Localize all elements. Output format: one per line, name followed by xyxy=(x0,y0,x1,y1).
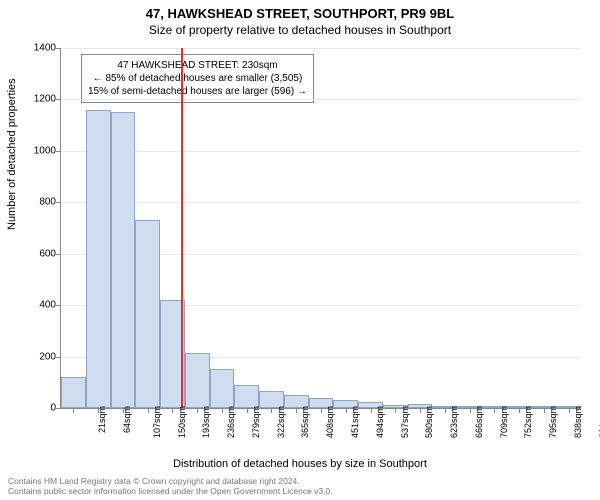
x-tick-label: 494sqm xyxy=(375,406,385,438)
annotation-line1: 47 HAWKSHEAD STREET: 230sqm xyxy=(88,59,307,72)
gridline xyxy=(61,48,581,49)
y-tick xyxy=(56,254,61,255)
y-tick-label: 0 xyxy=(26,403,56,414)
y-tick-label: 600 xyxy=(26,248,56,259)
x-tick-label: 408sqm xyxy=(325,406,335,438)
gridline xyxy=(61,151,581,152)
y-tick xyxy=(56,408,61,409)
title-address: 47, HAWKSHEAD STREET, SOUTHPORT, PR9 9BL xyxy=(0,0,600,21)
x-tick-label: 709sqm xyxy=(499,406,509,438)
y-tick xyxy=(56,99,61,100)
x-tick xyxy=(271,408,272,413)
x-tick xyxy=(172,408,173,413)
x-tick xyxy=(296,408,297,413)
marker-line xyxy=(181,48,183,408)
x-tick-label: 580sqm xyxy=(424,406,434,438)
footer: Contains HM Land Registry data © Crown c… xyxy=(8,476,592,496)
x-tick-label: 322sqm xyxy=(276,406,286,438)
footer-line2: Contains public sector information licen… xyxy=(8,486,592,496)
y-tick xyxy=(56,202,61,203)
x-axis-label: Distribution of detached houses by size … xyxy=(0,458,600,470)
annotation-box: 47 HAWKSHEAD STREET: 230sqm ← 85% of det… xyxy=(81,54,314,103)
plot-area: 47 HAWKSHEAD STREET: 230sqm ← 85% of det… xyxy=(60,48,581,409)
x-tick-label: 451sqm xyxy=(350,406,360,438)
y-tick xyxy=(56,151,61,152)
x-tick-label: 365sqm xyxy=(301,406,311,438)
gridline xyxy=(61,202,581,203)
x-tick xyxy=(569,408,570,413)
x-tick xyxy=(197,408,198,413)
y-tick-label: 1000 xyxy=(26,145,56,156)
x-tick xyxy=(321,408,322,413)
x-tick xyxy=(371,408,372,413)
x-tick-label: 623sqm xyxy=(449,406,459,438)
x-tick-label: 838sqm xyxy=(573,406,583,438)
x-tick xyxy=(395,408,396,413)
x-tick xyxy=(123,408,124,413)
x-tick-label: 236sqm xyxy=(226,406,236,438)
x-tick xyxy=(420,408,421,413)
annotation-line3: 15% of semi-detached houses are larger (… xyxy=(88,85,307,98)
histogram-bar xyxy=(210,369,235,408)
histogram-bar xyxy=(86,110,111,408)
x-tick xyxy=(544,408,545,413)
histogram-bar xyxy=(61,377,86,408)
y-tick xyxy=(56,357,61,358)
histogram-bar xyxy=(111,112,136,408)
y-tick-label: 1400 xyxy=(26,43,56,54)
y-tick xyxy=(56,48,61,49)
x-tick xyxy=(519,408,520,413)
x-tick-label: 107sqm xyxy=(152,406,162,438)
y-tick-label: 200 xyxy=(26,351,56,362)
y-tick-label: 400 xyxy=(26,300,56,311)
x-tick xyxy=(222,408,223,413)
x-tick xyxy=(346,408,347,413)
x-tick xyxy=(494,408,495,413)
histogram-bar xyxy=(185,353,210,408)
x-tick-label: 193sqm xyxy=(201,406,211,438)
x-tick xyxy=(148,408,149,413)
histogram-bar xyxy=(135,220,160,408)
x-tick-label: 752sqm xyxy=(523,406,533,438)
x-tick xyxy=(73,408,74,413)
annotation-line2: ← 85% of detached houses are smaller (3,… xyxy=(88,72,307,85)
x-tick-label: 795sqm xyxy=(548,406,558,438)
histogram-bar xyxy=(234,385,259,408)
chart-container: 47, HAWKSHEAD STREET, SOUTHPORT, PR9 9BL… xyxy=(0,0,600,500)
title-subtitle: Size of property relative to detached ho… xyxy=(0,21,600,37)
y-tick-label: 800 xyxy=(26,197,56,208)
y-axis-label: Number of detached properties xyxy=(6,78,18,230)
x-tick-label: 537sqm xyxy=(400,406,410,438)
x-tick xyxy=(445,408,446,413)
x-tick xyxy=(470,408,471,413)
x-tick-label: 150sqm xyxy=(177,406,187,438)
x-tick xyxy=(247,408,248,413)
x-tick-label: 279sqm xyxy=(251,406,261,438)
footer-line1: Contains HM Land Registry data © Crown c… xyxy=(8,476,592,486)
y-tick-label: 1200 xyxy=(26,94,56,105)
gridline xyxy=(61,99,581,100)
x-tick xyxy=(98,408,99,413)
x-tick-label: 666sqm xyxy=(474,406,484,438)
y-tick xyxy=(56,305,61,306)
